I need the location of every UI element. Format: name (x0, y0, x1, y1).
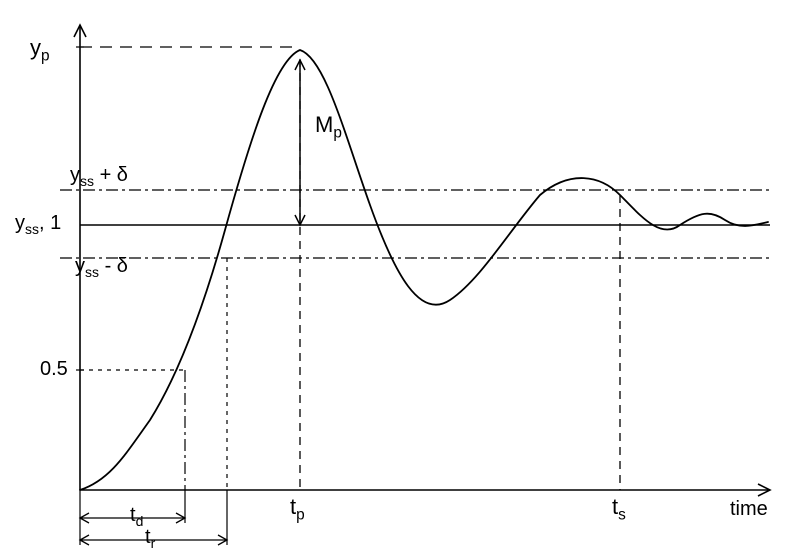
label-ts: ts (612, 494, 626, 524)
label-td: td (130, 504, 143, 529)
label-yss-one: yss, 1 (15, 212, 61, 237)
label-mp: Mp (315, 112, 342, 142)
label-yss-minus-delta: yss - δ (75, 255, 128, 280)
label-tp: tp (290, 494, 305, 524)
label-xaxis-time: time (730, 498, 768, 521)
label-yss-plus-delta: yss + δ (70, 164, 128, 189)
label-yp: yp (30, 35, 50, 65)
label-half: 0.5 (40, 358, 68, 381)
label-tr: tr (145, 526, 155, 551)
